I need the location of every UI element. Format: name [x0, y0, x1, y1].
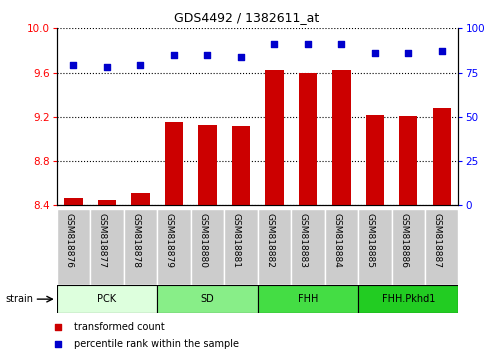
Text: GSM818883: GSM818883 [299, 213, 308, 268]
Point [54, 341, 62, 347]
Point [270, 41, 278, 47]
Point [54, 324, 62, 329]
Text: transformed count: transformed count [74, 321, 165, 332]
Point [170, 52, 178, 58]
Bar [391, 209, 425, 285]
Bar [157, 285, 258, 313]
Bar [425, 209, 458, 285]
Text: GSM818878: GSM818878 [132, 213, 141, 268]
Bar [332, 70, 351, 205]
Bar [57, 209, 90, 285]
Bar [224, 209, 257, 285]
Point [103, 64, 111, 70]
Bar [232, 126, 250, 205]
Text: GSM818880: GSM818880 [198, 213, 208, 268]
Text: SD: SD [201, 294, 214, 304]
Text: strain: strain [5, 294, 33, 304]
Text: GDS4492 / 1382611_at: GDS4492 / 1382611_at [174, 11, 319, 24]
Bar [432, 108, 451, 205]
Bar [258, 285, 358, 313]
Point [70, 63, 77, 68]
Bar [299, 73, 317, 205]
Bar [198, 125, 216, 205]
Bar [157, 209, 191, 285]
Text: GSM818877: GSM818877 [98, 213, 107, 268]
Point [204, 52, 211, 58]
Bar [98, 200, 116, 205]
Bar [358, 285, 458, 313]
Point [438, 48, 446, 54]
Point [304, 41, 312, 47]
Point [237, 54, 245, 59]
Bar [291, 209, 324, 285]
Bar [90, 209, 124, 285]
Text: GSM818887: GSM818887 [433, 213, 442, 268]
Bar [399, 116, 418, 205]
Text: GSM818882: GSM818882 [265, 213, 274, 268]
Text: PCK: PCK [97, 294, 116, 304]
Bar [258, 209, 291, 285]
Text: GSM818884: GSM818884 [332, 213, 341, 268]
Text: GSM818885: GSM818885 [366, 213, 375, 268]
Text: FHH.Pkhd1: FHH.Pkhd1 [382, 294, 435, 304]
Text: FHH: FHH [298, 294, 318, 304]
Text: GSM818886: GSM818886 [399, 213, 408, 268]
Point [137, 63, 144, 68]
Text: GSM818879: GSM818879 [165, 213, 174, 268]
Bar [265, 70, 283, 205]
Bar [191, 209, 224, 285]
Text: GSM818876: GSM818876 [65, 213, 73, 268]
Bar [165, 122, 183, 205]
Bar [64, 198, 83, 205]
Bar [124, 209, 157, 285]
Bar [57, 285, 157, 313]
Point [337, 41, 345, 47]
Point [371, 50, 379, 56]
Bar [324, 209, 358, 285]
Bar [358, 209, 391, 285]
Bar [131, 193, 149, 205]
Bar [366, 115, 384, 205]
Text: GSM818881: GSM818881 [232, 213, 241, 268]
Point [404, 50, 412, 56]
Text: percentile rank within the sample: percentile rank within the sample [74, 339, 240, 349]
